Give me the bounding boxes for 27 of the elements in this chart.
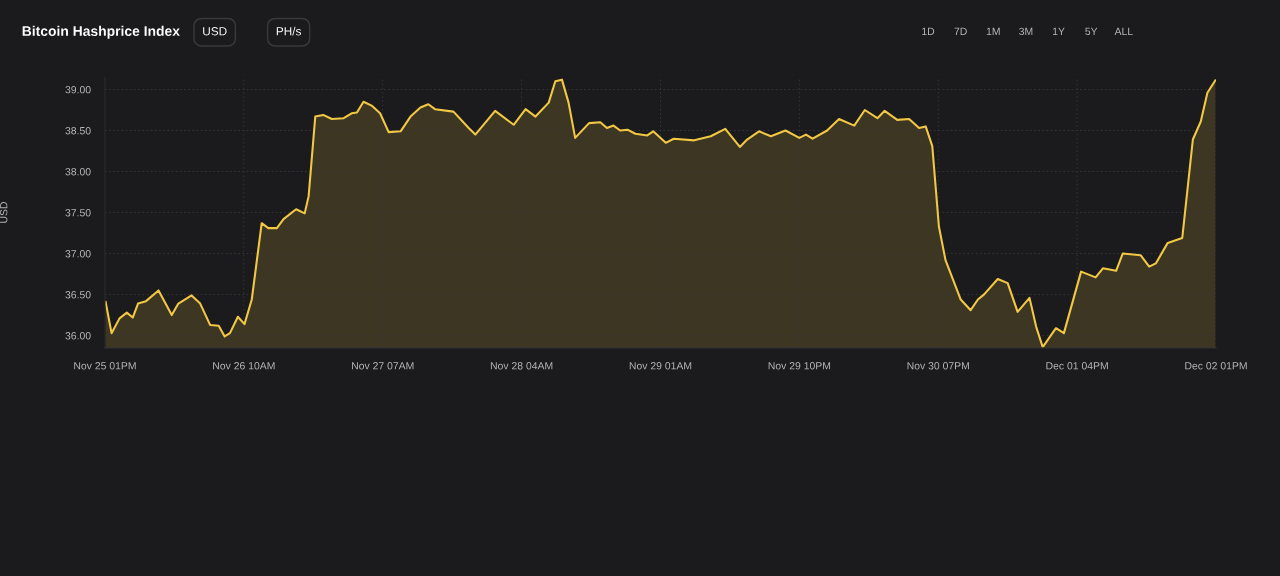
y-tick-label: 39.00 xyxy=(65,85,91,94)
x-tick-label: Dec 02 01PM xyxy=(1185,362,1247,370)
text: PH/s xyxy=(276,26,301,36)
text: USD xyxy=(0,202,8,223)
x-tick-label: Nov 26 10AM xyxy=(213,362,275,370)
y-tick-label: 38.50 xyxy=(65,127,91,135)
x-tick-label: Nov 25 01PM xyxy=(74,362,136,370)
x-tick-label: Nov 27 07AM xyxy=(352,362,414,370)
text: 1M xyxy=(986,27,1000,35)
y-tick-label: 36.00 xyxy=(65,332,91,340)
text: 3M xyxy=(1019,27,1033,36)
x-tick-label: Dec 01 04PM xyxy=(1046,362,1108,370)
x-tick-label: Nov 28 04AM xyxy=(490,362,553,370)
text: 5Y xyxy=(1085,27,1098,36)
y-tick-label: 36.50 xyxy=(65,291,91,299)
text: 1Y xyxy=(1052,27,1065,35)
text: ALL xyxy=(1114,27,1133,35)
y-tick-label: 37.50 xyxy=(65,209,91,217)
x-tick-label: Nov 29 01AM xyxy=(629,362,692,370)
y-tick-label: 38.00 xyxy=(65,168,91,176)
y-tick-label: 37.00 xyxy=(65,250,91,258)
text: 1D xyxy=(922,27,935,35)
y-axis-title: USD xyxy=(203,27,227,36)
x-tick-label: Nov 30 07PM xyxy=(907,362,969,370)
text: 7D xyxy=(954,27,967,35)
x-tick-label: Nov 29 10PM xyxy=(768,362,831,370)
chart-title: Bitcoin Hashprice Index xyxy=(22,25,180,39)
